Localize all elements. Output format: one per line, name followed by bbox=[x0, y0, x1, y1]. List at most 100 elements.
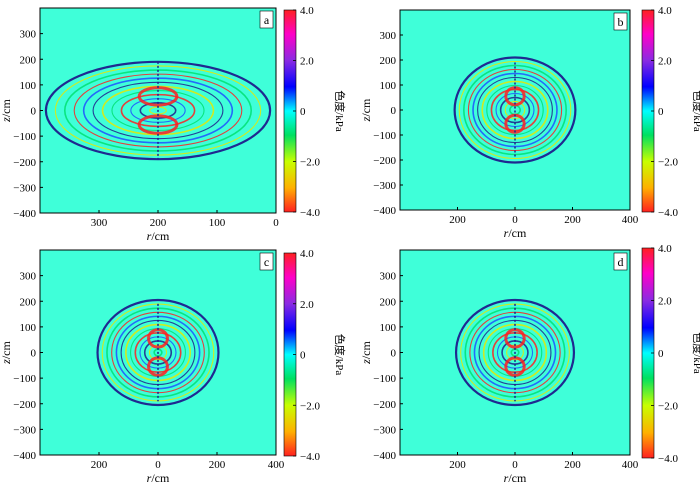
wave-ring bbox=[454, 298, 576, 407]
colorbar-tick-label: 4.0 bbox=[658, 5, 672, 17]
colorbar-tick-label: 2.0 bbox=[300, 56, 314, 68]
y-tick-label: 100 bbox=[20, 80, 37, 92]
colorbar-tick-label: 4.0 bbox=[658, 243, 672, 255]
y-axis-unit: /cm bbox=[359, 341, 373, 360]
y-tick-label: 300 bbox=[20, 29, 37, 41]
colorbar-label: 色度/kPa bbox=[691, 332, 700, 374]
x-tick-label: 400 bbox=[622, 214, 639, 226]
colorbar-tick-label: 0 bbox=[300, 106, 306, 118]
x-tick-label: 0 bbox=[512, 214, 518, 226]
y-tick-label: 100 bbox=[20, 322, 37, 334]
wave-ring bbox=[96, 298, 220, 407]
y-tick-label: −200 bbox=[13, 399, 36, 411]
colorbar-tick-label: −4.0 bbox=[658, 207, 678, 219]
x-tick-label: 300 bbox=[91, 217, 108, 229]
y-tick-label: −400 bbox=[373, 450, 396, 462]
y-tick-label: −300 bbox=[13, 424, 36, 436]
wave-pattern bbox=[44, 60, 272, 161]
pressure-lobe bbox=[504, 356, 526, 377]
x-axis-unit: /cm bbox=[508, 471, 527, 485]
x-tick-label: 0 bbox=[155, 459, 161, 471]
wave-ring bbox=[458, 60, 572, 160]
chart-panel-b: 300 200 100 0 −100 −200 −300 −400 200 0 200 400 r/cm… bbox=[359, 5, 700, 240]
x-axis-unit: /cm bbox=[151, 229, 170, 243]
y-axis-variable: z bbox=[359, 116, 373, 122]
x-axis-label: r/cm bbox=[504, 226, 527, 240]
y-tick-label: 200 bbox=[20, 54, 37, 66]
y-tick-label: 200 bbox=[380, 55, 397, 67]
x-tick-label: 400 bbox=[268, 459, 285, 471]
x-axis-variable: r bbox=[147, 229, 152, 243]
y-axis-variable: z bbox=[359, 359, 373, 365]
y-axis-label: z/cm bbox=[359, 98, 373, 122]
chart-panel-c: 300 200 100 0 −100 −200 −300 −400 200 0 200 400 r/cm… bbox=[0, 248, 347, 485]
colorbar-tick-label: −4.0 bbox=[658, 453, 678, 465]
y-axis-unit: /cm bbox=[0, 341, 13, 360]
colorbar-tick-label: 4.0 bbox=[300, 5, 314, 17]
x-axis-label: r/cm bbox=[504, 471, 527, 485]
x-tick-label: 200 bbox=[91, 459, 108, 471]
y-tick-label: −300 bbox=[373, 180, 396, 192]
colorbar-tick-label: −2.0 bbox=[658, 401, 678, 413]
colorbar-label: 色度/kPa bbox=[691, 90, 700, 132]
colorbar-tick-label: 0 bbox=[658, 348, 664, 360]
colorbar-tick-label: −4.0 bbox=[300, 451, 320, 463]
x-tick-label: 200 bbox=[449, 459, 466, 471]
chart-panel-d: 300 200 100 0 −100 −200 −300 −400 200 0 200 400 r/cm… bbox=[359, 243, 700, 485]
panel-label: a bbox=[264, 13, 270, 27]
panel-label: d bbox=[618, 255, 624, 269]
y-tick-label: 0 bbox=[31, 348, 37, 360]
y-tick-label: −300 bbox=[13, 182, 36, 194]
y-tick-label: 0 bbox=[391, 105, 397, 117]
x-axis-variable: r bbox=[504, 471, 509, 485]
x-axis-unit: /cm bbox=[508, 226, 527, 240]
y-tick-label: −100 bbox=[373, 373, 396, 385]
colorbar-tick-label: 2.0 bbox=[658, 56, 672, 68]
y-axis-unit: /cm bbox=[0, 99, 13, 118]
panel-label-box bbox=[613, 12, 628, 31]
x-tick-label: 200 bbox=[564, 459, 581, 471]
colorbar-tick-label: 2.0 bbox=[658, 296, 672, 308]
y-tick-label: 300 bbox=[380, 271, 397, 283]
wave-pattern bbox=[453, 56, 577, 164]
panel-label-box bbox=[259, 252, 274, 271]
colorbar-tick-label: −4.0 bbox=[300, 207, 320, 219]
colorbar-tick-label: 4.0 bbox=[300, 248, 314, 260]
pressure-lobe bbox=[147, 356, 169, 377]
x-tick-label: 200 bbox=[209, 459, 226, 471]
panel-label: c bbox=[264, 255, 269, 269]
x-tick-label: 200 bbox=[150, 217, 167, 229]
y-tick-label: −200 bbox=[13, 157, 36, 169]
wave-pattern bbox=[454, 298, 576, 407]
y-tick-label: −400 bbox=[13, 208, 36, 220]
y-tick-label: −100 bbox=[13, 131, 36, 143]
y-tick-label: −200 bbox=[373, 399, 396, 411]
colorbar-tick-label: 2.0 bbox=[300, 299, 314, 311]
field-background bbox=[400, 10, 630, 210]
y-axis-label: z/cm bbox=[0, 99, 13, 123]
panel-label-box bbox=[613, 252, 628, 271]
x-tick-label: 400 bbox=[622, 459, 639, 471]
y-tick-label: −200 bbox=[373, 155, 396, 167]
x-axis-label: r/cm bbox=[147, 471, 170, 485]
y-tick-label: −300 bbox=[373, 424, 396, 436]
y-tick-label: 200 bbox=[20, 296, 37, 308]
x-tick-label: 0 bbox=[512, 459, 518, 471]
x-tick-label: 200 bbox=[564, 214, 581, 226]
pressure-lobe bbox=[137, 114, 179, 135]
y-tick-label: 100 bbox=[380, 322, 397, 334]
x-axis-variable: r bbox=[147, 471, 152, 485]
y-tick-label: 200 bbox=[380, 296, 397, 308]
y-tick-label: 0 bbox=[31, 106, 37, 118]
y-tick-label: 100 bbox=[380, 80, 397, 92]
y-axis-variable: z bbox=[0, 359, 13, 365]
y-axis-unit: /cm bbox=[359, 98, 373, 117]
x-axis-variable: r bbox=[504, 226, 509, 240]
y-tick-label: −100 bbox=[373, 130, 396, 142]
y-tick-label: −400 bbox=[373, 205, 396, 217]
chart-panel-a: 300 200 100 0 −100 −200 −300 −400 300 200 100 0 r/cm… bbox=[0, 5, 347, 243]
wave-pattern bbox=[96, 298, 220, 407]
x-tick-label: 200 bbox=[449, 214, 466, 226]
x-tick-label: 0 bbox=[273, 217, 279, 229]
